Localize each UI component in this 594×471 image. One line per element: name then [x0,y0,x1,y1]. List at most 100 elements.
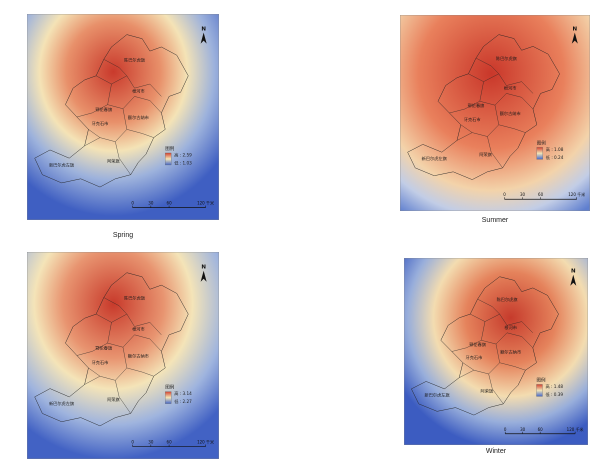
county-boundary [468,74,533,94]
legend-high-label: 高 : 3.14 [174,390,192,397]
county-label: 额尔古纳市 [500,110,521,117]
county-label: 阿荣旗 [481,388,494,395]
legend-color-ramp [536,147,543,160]
svg-text:N: N [572,27,577,33]
scale-bar: 0 30 60 120 千米 [503,191,585,200]
county-label: 根河市 [132,87,145,94]
legend-title: 图例 [537,139,546,146]
legend-high-label: 高 : 1.08 [546,146,564,153]
county-label: 新巴尔虎左旗 [425,391,450,398]
svg-text:60: 60 [538,192,544,197]
map-svg: 120° 东120° 东118° 东49° 北48° 北47° 北陈巴尔虎旗根河… [27,252,219,459]
svg-text:N: N [201,27,206,33]
season-caption: Spring [112,232,134,239]
county-boundary [461,105,499,136]
county-boundary [77,84,112,117]
county-boundary [481,333,533,348]
county-boundary [108,335,162,352]
map-svg: 120° 东120° 东118° 东49° 北48° 北47° 北陈巴尔虎旗根河… [404,258,588,445]
county-label: 鄂伦春旗 [469,341,486,348]
county-label: 根河市 [132,326,145,333]
svg-text:0: 0 [131,201,134,206]
north-arrow-icon: N [570,269,577,286]
county-label: 额尔古纳市 [128,353,149,360]
map-panel-3: 120° 东120° 东118° 东49° 北48° 北47° 北陈巴尔虎旗根河… [27,252,219,459]
county-label: 阿荣旗 [107,157,120,164]
legend-high-label: 高 : 2.59 [174,151,192,158]
svg-text:0: 0 [504,427,507,432]
region-boundary [411,277,558,415]
legend-low-label: 低 : 0.24 [546,154,564,161]
county-boundary [96,314,161,335]
county-boundary [470,314,533,333]
county-label: 根河市 [504,84,517,91]
scale-bar: 0 30 60 120 千米 [131,439,214,447]
county-boundary [127,129,154,137]
county-label: 陈巴尔虎旗 [124,56,145,63]
county-boundary [85,138,100,146]
map-panel-4: 120° 东120° 东118° 东49° 北48° 北47° 北陈巴尔虎旗根河… [404,258,588,445]
map-panel-2: 120° 东120° 东118° 东49° 北48° 北47° 北陈巴尔虎旗根河… [400,15,590,211]
county-boundary [457,133,472,141]
county-label: 陈巴尔虎旗 [124,295,145,302]
county-boundary [449,82,483,113]
county-label: 鄂伦春旗 [95,106,112,113]
county-label: 牙克石市 [466,354,483,361]
county-boundary [500,363,526,370]
region-boundary [35,273,189,426]
svg-text:60: 60 [538,427,544,432]
map-svg: 120° 东120° 东118° 东49° 北48° 北47° 北陈巴尔虎旗根河… [400,15,590,211]
svg-text:30: 30 [148,201,154,206]
scale-bar: 0 30 60 120 千米 [504,426,584,435]
county-label: 牙克石市 [464,116,481,123]
legend-title: 图例 [536,376,545,383]
county-label: 额尔古纳市 [500,348,521,355]
county-boundary [489,374,504,404]
county-boundary [459,370,474,377]
svg-text:120 千米: 120 千米 [197,439,214,445]
legend-title: 图例 [165,145,174,152]
county-boundary [127,368,154,376]
county-boundary [77,322,112,355]
svg-text:60: 60 [167,440,173,445]
county-label: 鄂伦春旗 [468,102,485,109]
svg-text:120 千米: 120 千米 [197,200,214,206]
county-label: 新巴尔虎左旗 [49,400,74,407]
scale-bar: 0 30 60 120 千米 [131,200,214,208]
svg-text:120 千米: 120 千米 [568,191,585,197]
svg-text:30: 30 [148,440,154,445]
north-arrow-icon: N [571,27,578,44]
map-svg: 120° 东120° 东118° 东49° 北48° 北47° 北陈巴尔虎旗根河… [27,14,219,220]
season-caption: Winter [485,448,507,455]
county-label: 牙克石市 [92,359,109,366]
svg-text:0: 0 [131,440,134,445]
county-boundary [115,380,130,413]
north-arrow-icon: N [200,27,207,44]
svg-text:0: 0 [503,192,506,197]
legend-low-label: 低 : 1.03 [174,159,192,166]
county-label: 阿荣旗 [107,396,120,403]
county-boundary [108,96,162,112]
county-boundary [85,376,100,384]
svg-text:N: N [201,265,206,271]
svg-text:30: 30 [520,427,526,432]
svg-text:N: N [571,269,576,275]
county-boundary [452,322,485,352]
heat-surface [27,252,219,459]
region-boundary [408,35,560,180]
county-label: 鄂伦春旗 [95,344,112,351]
county-boundary [476,58,499,74]
season-caption: Summer [481,217,509,224]
north-arrow-icon: N [200,265,207,282]
county-label: 陈巴尔虎旗 [497,296,518,303]
legend-low-label: 低 : 2.27 [174,398,192,405]
heat-surface [27,14,219,220]
county-boundary [499,125,526,133]
county-boundary [115,142,130,175]
county-boundary [96,76,161,97]
county-boundary [478,299,500,314]
legend-high-label: 高 : 1.48 [545,383,563,390]
county-boundary [104,298,127,315]
legend-title: 图例 [165,384,174,391]
county-label: 阿荣旗 [479,151,492,158]
